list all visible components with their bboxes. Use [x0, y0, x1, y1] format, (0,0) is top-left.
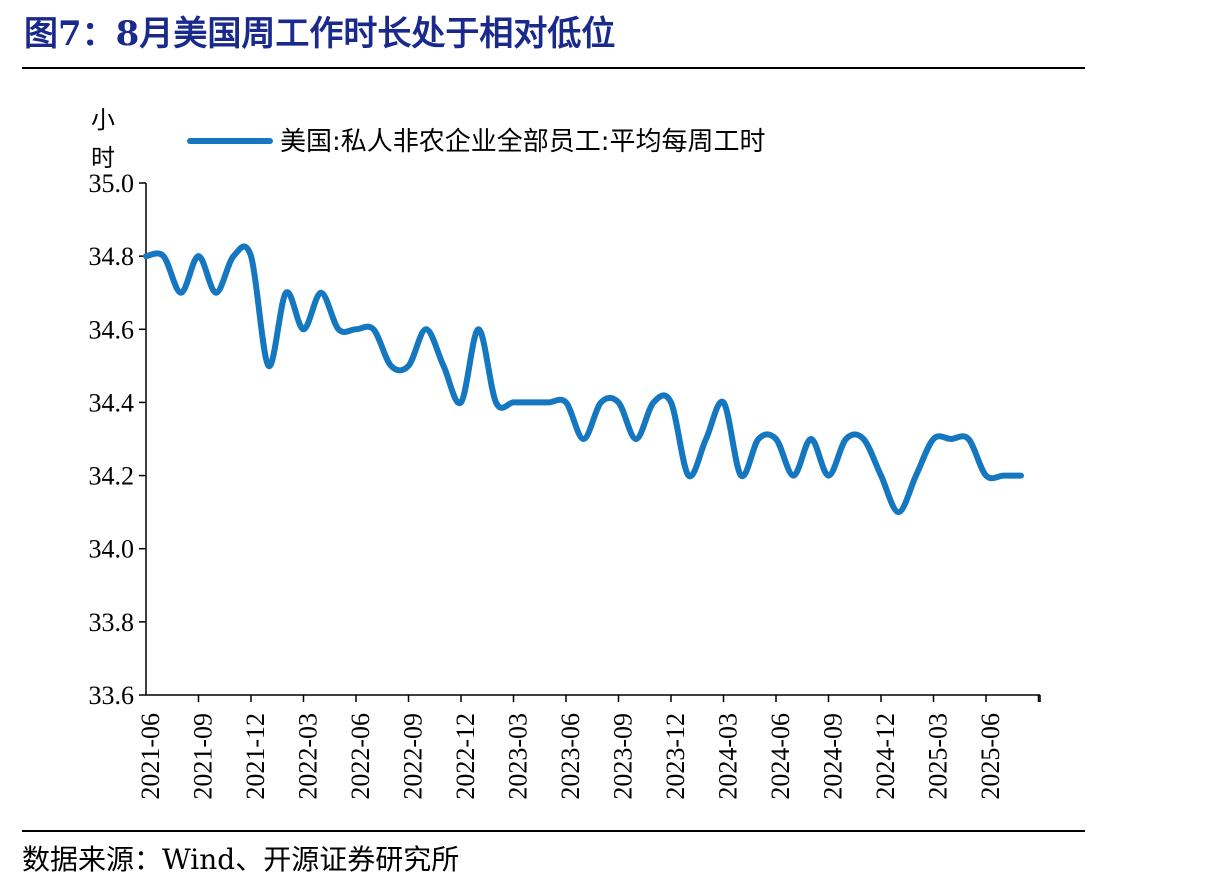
source-divider	[22, 830, 1085, 832]
x-tick-label: 2024-12	[871, 713, 900, 800]
legend-label: 美国:私人非农企业全部员工:平均每周工时	[280, 127, 766, 157]
axes	[145, 183, 1040, 696]
series-layer	[143, 243, 1024, 516]
x-tick-label: 2024-09	[819, 713, 848, 800]
page-title: 图7：8月美国周工作时长处于相对低位	[24, 14, 616, 54]
title-divider	[22, 67, 1085, 69]
x-tick-label: 2024-03	[714, 713, 743, 800]
y-tick-label: 34.4	[89, 388, 135, 417]
y-tick-label: 34.2	[89, 462, 135, 491]
x-tick-label: 2023-03	[504, 713, 533, 800]
y-tick-label: 33.8	[89, 608, 135, 637]
legend: 美国:私人非农企业全部员工:平均每周工时	[187, 127, 766, 157]
x-tick-label: 2022-09	[399, 713, 428, 800]
y-axis-unit: 小时	[91, 106, 115, 172]
x-tick-label: 2023-09	[609, 713, 638, 800]
x-tick-label: 2024-06	[766, 713, 795, 800]
y-tick-label: 35.0	[89, 169, 135, 198]
series-line	[143, 243, 1024, 516]
y-tick-label: 34.8	[89, 242, 135, 271]
x-tick-label: 2021-12	[241, 713, 270, 800]
x-tick-label: 2023-06	[556, 713, 585, 800]
x-tick-label: 2021-06	[136, 713, 165, 800]
y-tick-label: 33.6	[89, 681, 135, 710]
source-note: 数据来源：Wind、开源证券研究所	[22, 843, 460, 876]
x-tick-label: 2021-09	[189, 713, 218, 800]
x-tick-label: 2025-06	[976, 713, 1005, 800]
y-tick-label: 34.0	[89, 535, 135, 564]
x-tick-label: 2022-12	[451, 713, 480, 800]
x-tick-label: 2022-03	[294, 713, 323, 800]
x-tick-label: 2022-06	[346, 713, 375, 800]
y-axis-unit-char: 时	[91, 144, 115, 172]
x-tick-label: 2023-12	[661, 713, 690, 800]
x-axis-ticks: 2021-06 2021-09 2021-12 2022-03 2022-06 2022-…	[136, 695, 1041, 800]
x-tick-label: 2025-03	[924, 713, 953, 800]
y-tick-label: 34.6	[89, 315, 135, 344]
y-axis-ticks: 33.6 33.8 34.0 34.2 34.4 34.6 34.8 35.0	[89, 169, 146, 710]
y-axis-unit-char: 小	[91, 106, 115, 134]
